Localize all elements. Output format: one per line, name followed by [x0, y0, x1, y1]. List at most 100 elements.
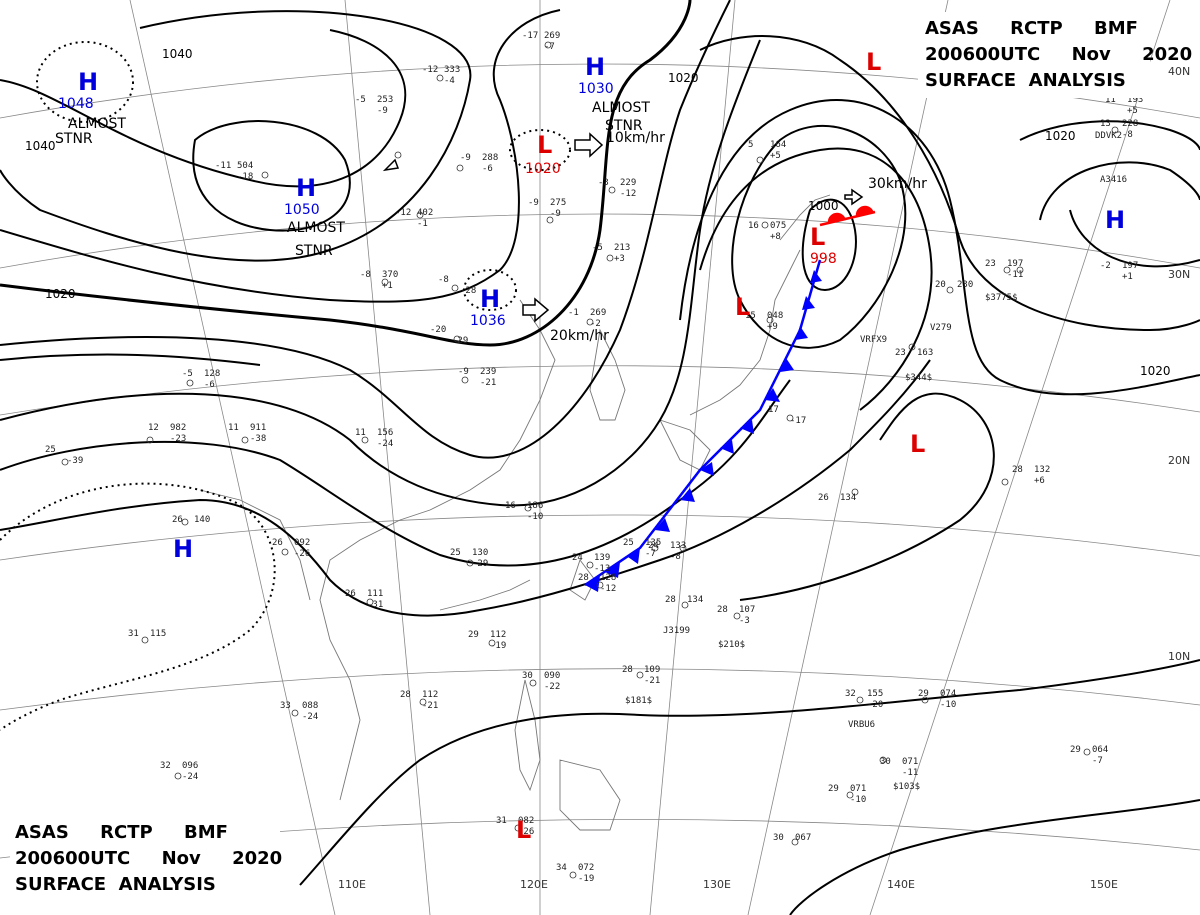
station-value: -2 [590, 319, 601, 329]
station-value: 197 [1007, 259, 1023, 269]
station-obs: 26 140 [172, 515, 210, 525]
station-value: 075 [770, 221, 786, 231]
station-value: -5 [592, 243, 603, 253]
header-top-line3: SURFACE ANALYSIS [925, 70, 1126, 91]
station-obs: 29 112-19 [468, 630, 506, 651]
station-value: 193 [1127, 95, 1143, 105]
station-value: -3 [598, 178, 609, 188]
station-value: 067 [795, 833, 811, 843]
station-value: 26 [272, 538, 283, 548]
station-obs: 33 088-24 [280, 701, 318, 722]
low-center-1020: L [537, 131, 552, 159]
station-obs: 28 128-12 [578, 573, 616, 594]
station-value: 071 [850, 784, 866, 794]
station-value: 26 [345, 589, 356, 599]
station-value: 092 [294, 538, 310, 548]
high-center-1048-value: 1048 [58, 96, 94, 112]
station-value: -10 [850, 795, 866, 805]
station-obs: -5 213+3 [592, 243, 630, 264]
station-obs: -9 275-9 [528, 198, 566, 219]
station-value: 163 [917, 348, 933, 358]
station-value: -9 [377, 106, 388, 116]
station-value: 112 [490, 630, 506, 640]
station-value: -2 [1100, 261, 1111, 271]
almost-stnr-label-1: ALMOST [68, 116, 126, 132]
station-obs: 23 197-11 [985, 259, 1023, 280]
station-obs: 26 134 [818, 493, 856, 503]
station-obs: 31 082-26 [496, 816, 534, 837]
high-center-1050: H [296, 174, 316, 202]
station-value: 11 [1105, 95, 1116, 105]
station-value: -9 [458, 367, 469, 377]
station-value: -11 [902, 768, 918, 778]
station-value: -8 [670, 552, 681, 562]
station-value: 11 [228, 423, 239, 433]
lon-label-110e: 110E [338, 878, 366, 891]
station-value: 11 [355, 428, 366, 438]
header-top-right: ASAS RCTP BMF 200600UTC Nov 2020 SURFACE… [918, 12, 1192, 98]
station-value: 29 [1070, 745, 1081, 755]
speed-label-10: 10km/hr [606, 130, 665, 146]
station-value: 088 [302, 701, 318, 711]
station-obs: 34 072-19 [556, 863, 594, 884]
station-value: 109 [644, 665, 660, 675]
almost-stnr-label-2: ALMOST [287, 220, 345, 236]
station-value: -39 [67, 456, 83, 466]
station-value: 288 [482, 153, 498, 163]
station-value: 128 [600, 573, 616, 583]
high-center-1030-value: 1030 [578, 81, 614, 97]
station-value: 31 [496, 816, 507, 826]
station-value: -7 [1092, 756, 1103, 766]
station-value: -17 [790, 416, 806, 426]
station-value: -19 [490, 641, 506, 651]
station-obs: -20 -29 [430, 325, 468, 346]
station-value: -21 [480, 378, 496, 388]
lon-label-130e: 130E [703, 878, 731, 891]
station-obs: 16 186-10 [505, 501, 543, 522]
high-center-1030: H [585, 53, 605, 81]
station-value: 23 [985, 259, 996, 269]
station-value: 112 [422, 690, 438, 700]
station-value: 135 [645, 538, 661, 548]
station-value: 186 [527, 501, 543, 511]
ship-id: $181$ [625, 696, 652, 706]
station-value: 12 [148, 423, 159, 433]
station-value: -29 [452, 336, 468, 346]
station-value: 5 [748, 140, 753, 150]
station-obs: 32 155-20 [845, 689, 883, 710]
low-center-north: L [866, 48, 881, 76]
station-markers [61, 41, 1119, 879]
station-value: 229 [620, 178, 636, 188]
station-value: 34 [556, 863, 567, 873]
station-value: 29 [828, 784, 839, 794]
isobar-label: 1000 [808, 199, 839, 213]
station-obs: -2 197+1 [1100, 261, 1138, 282]
isobar-label: 1020 [45, 287, 76, 301]
station-value: -24 [377, 439, 393, 449]
station-value: -20 [867, 700, 883, 710]
station-value: -18 [237, 172, 253, 182]
station-value: -12 [620, 189, 636, 199]
station-value: -13 [594, 564, 610, 574]
warm-front [819, 205, 876, 227]
header-top-line2: 200600UTC Nov 2020 [925, 44, 1192, 65]
station-value: -26 [294, 549, 310, 559]
station-plots: -17 269-7-12 333-4-5 253-9-11 504-18-12 402-1… [45, 31, 1143, 884]
station-obs: 28 132+6 [1012, 465, 1050, 486]
station-value: 111 [367, 589, 383, 599]
station-value: 24 [572, 553, 583, 563]
station-value: +8 [770, 232, 781, 242]
station-value: 115 [150, 629, 166, 639]
ship-id: V279 [930, 323, 952, 333]
station-obs: 23 163 [895, 348, 933, 358]
station-value: -1 [568, 308, 579, 318]
station-value: 30 [880, 757, 891, 767]
station-obs: 32 096-24 [160, 761, 198, 782]
station-obs: 15 048+9 [745, 311, 783, 332]
station-obs: 30 090-22 [522, 671, 560, 692]
station-value: 25 [450, 548, 461, 558]
station-value: -5 [182, 369, 193, 379]
station-value: 107 [739, 605, 755, 615]
speed-label-30: 30km/hr [868, 176, 927, 192]
